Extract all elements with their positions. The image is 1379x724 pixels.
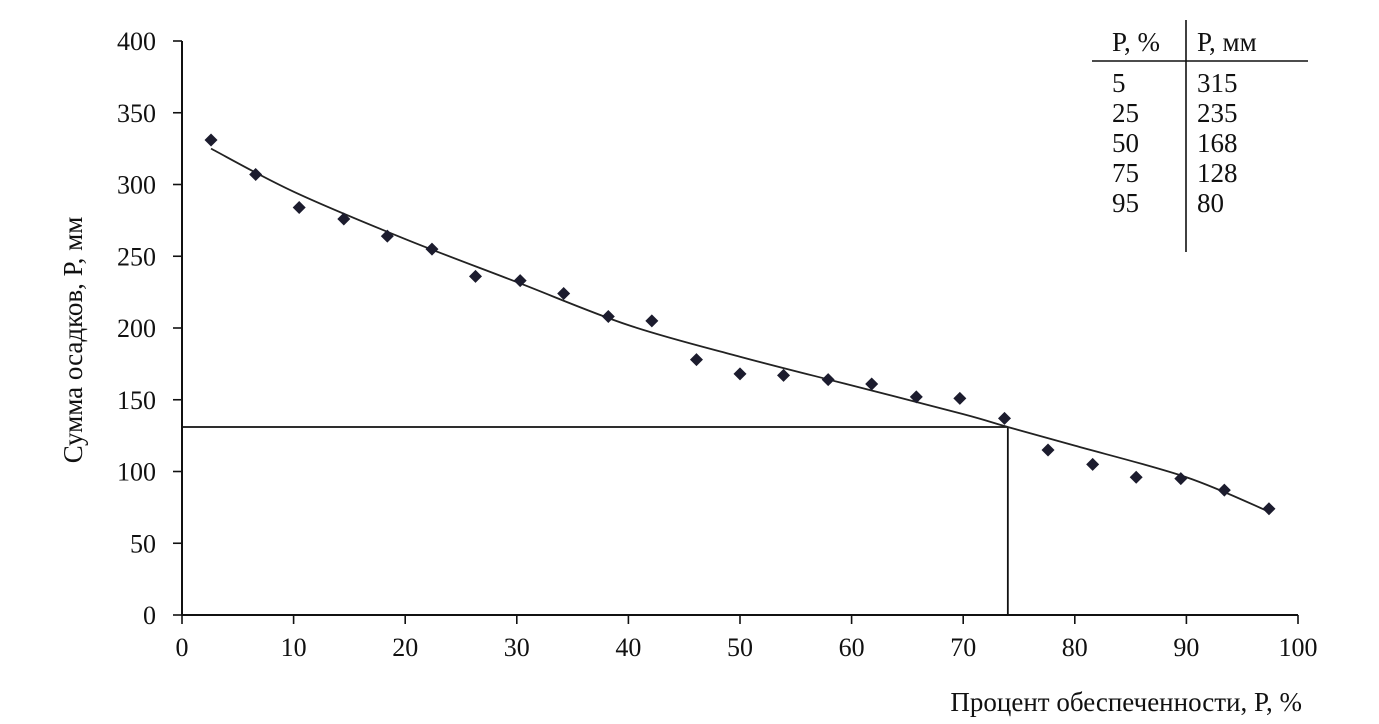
data-point	[865, 377, 879, 391]
table-cell-precipitation: 315	[1197, 68, 1238, 98]
table-cell-probability: 95	[1112, 188, 1139, 218]
data-point	[997, 411, 1011, 425]
data-point	[645, 314, 659, 328]
y-tick-label: 100	[117, 458, 156, 487]
table-header-precipitation: P, мм	[1197, 27, 1257, 57]
table-cell-precipitation: 80	[1197, 188, 1224, 218]
data-point	[821, 373, 835, 387]
data-point	[689, 353, 703, 367]
data-point	[1262, 502, 1276, 516]
data-point	[601, 310, 615, 324]
y-tick-label: 250	[117, 242, 156, 271]
table-cell-probability: 25	[1112, 98, 1139, 128]
data-point	[249, 167, 263, 181]
table-cell-precipitation: 235	[1197, 98, 1238, 128]
data-point	[1129, 470, 1143, 484]
y-axis-title: Сумма осадков, P, мм	[58, 217, 88, 464]
x-tick-label: 0	[176, 633, 189, 662]
table-cell-precipitation: 168	[1197, 128, 1238, 158]
guide-layer	[182, 426, 1009, 615]
y-tick-label: 200	[117, 314, 156, 343]
y-tick-label: 400	[117, 27, 156, 56]
data-point	[425, 242, 439, 256]
x-tick-label: 70	[950, 633, 976, 662]
data-point	[733, 367, 747, 381]
data-point	[557, 287, 571, 301]
table-cell-probability: 75	[1112, 158, 1139, 188]
y-tick-label: 150	[117, 386, 156, 415]
data-point	[513, 274, 527, 288]
table-cell-precipitation: 128	[1197, 158, 1238, 188]
x-tick-label: 60	[839, 633, 865, 662]
x-tick-label: 50	[727, 633, 753, 662]
data-point	[337, 212, 351, 226]
x-axis-title: Процент обеспеченности, P, %	[950, 687, 1302, 717]
data-point	[1041, 443, 1055, 457]
x-tick-label: 80	[1062, 633, 1088, 662]
data-point	[469, 269, 483, 283]
data-point	[1086, 457, 1100, 471]
x-tick-label: 100	[1279, 633, 1318, 662]
data-point	[292, 200, 306, 214]
table-rows: 5 315 25 235 50 168 75 128 95 80	[1112, 68, 1238, 218]
data-point	[204, 133, 218, 147]
data-point	[909, 390, 923, 404]
data-point	[1174, 472, 1188, 486]
y-tick-label: 350	[117, 99, 156, 128]
points-layer	[204, 133, 1276, 516]
y-tick-label: 0	[143, 601, 156, 630]
x-tick-label: 10	[281, 633, 307, 662]
y-tick-label: 50	[130, 529, 156, 558]
data-point	[777, 368, 791, 382]
data-point	[1217, 483, 1231, 497]
y-tick-label: 300	[117, 171, 156, 200]
table-cell-probability: 5	[1112, 68, 1126, 98]
x-tick-label: 20	[392, 633, 418, 662]
quantile-table: P, % P, мм 5 315 25 235 50 168 75 128 95 80	[1092, 20, 1308, 252]
table-header-probability: P, %	[1112, 27, 1160, 57]
trend-line	[210, 147, 1270, 513]
x-tick-label: 30	[504, 633, 530, 662]
table-cell-probability: 50	[1112, 128, 1139, 158]
ticks-layer: 0 50 100 150 200 250 300 350 400 0 10 20 30 40 50 60 70 8…	[117, 27, 1318, 662]
x-tick-label: 90	[1173, 633, 1199, 662]
trend-layer	[210, 147, 1270, 513]
x-tick-label: 40	[615, 633, 641, 662]
data-point	[380, 229, 394, 243]
data-point	[953, 391, 967, 405]
